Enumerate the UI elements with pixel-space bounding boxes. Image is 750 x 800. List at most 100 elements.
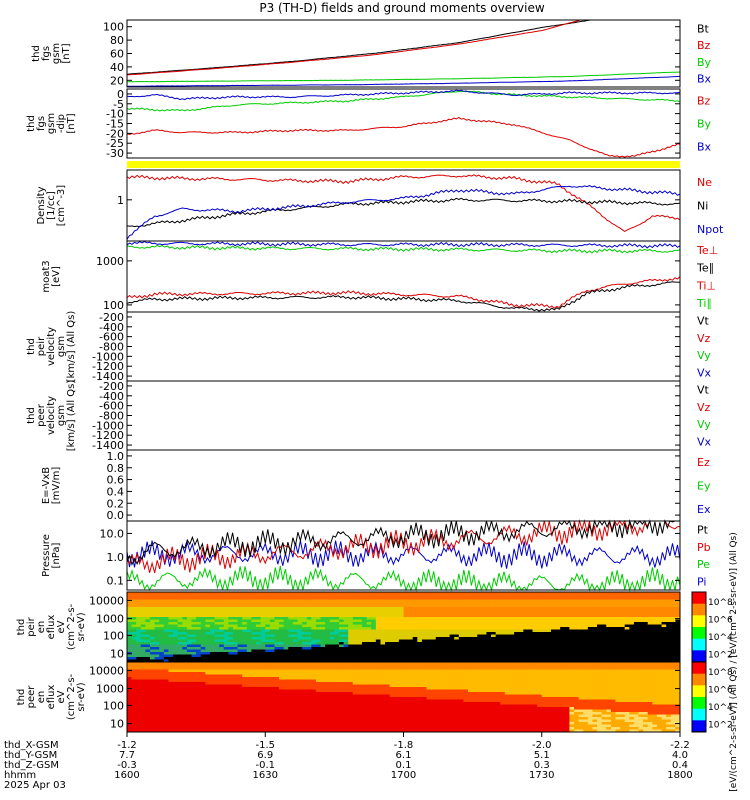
- panel-p9: 10000 1000 100 10 thd peir en eflux eV (cm^2-s-sr…: [16, 591, 681, 663]
- svg-text:thd: thd: [16, 619, 27, 636]
- svg-text:Density: Density: [36, 186, 47, 224]
- legend-entry: Vx: [697, 366, 712, 379]
- x-tick-label: 7.7: [119, 750, 135, 761]
- series-Npot: [126, 185, 681, 240]
- y-axis-label: thd peer velocity gsm [km/s] (All Qs): [26, 380, 77, 452]
- legend-entry: Ti∥: [696, 297, 712, 310]
- x-tick-label: 0.4: [672, 760, 688, 771]
- svg-text:(cm^2-s-: (cm^2-s-: [66, 603, 77, 650]
- series-Pt: [126, 519, 680, 566]
- y-tick-label: 100: [103, 299, 124, 312]
- x-tick-label: 0.1: [396, 760, 412, 771]
- x-tick-label: 1800: [667, 770, 692, 781]
- series-Ti∥: [126, 244, 681, 254]
- y-tick-label: -200: [99, 311, 124, 324]
- series-Pb: [126, 519, 681, 574]
- y-tick-label: 1.0: [107, 551, 125, 564]
- legend-entry: Te⊥: [696, 244, 718, 257]
- legend-entry: Vz: [697, 401, 711, 414]
- panel-p4: 1000 100 moat3 [eV] Te⊥ Te∥ Ti⊥ Ti∥: [41, 240, 718, 313]
- svg-text:[nPa]: [nPa]: [51, 542, 62, 568]
- legend-entry: Ti⊥: [696, 279, 716, 292]
- x-tick-label: 6.9: [257, 750, 273, 761]
- y-tick-label: -1000: [92, 350, 124, 363]
- svg-text:[nT]: [nT]: [61, 43, 72, 63]
- svg-text:gsm: gsm: [56, 405, 67, 426]
- svg-text:eV: eV: [56, 620, 67, 633]
- panel-p8: 10.0 1.0 0.1 Pressure [nPa] Pt Pb Pe Pi: [41, 519, 711, 592]
- series-Te∥: [126, 281, 681, 312]
- y-tick-label: 100: [103, 21, 124, 34]
- legend-entry: Bz: [697, 95, 711, 108]
- y-tick-label: 80: [110, 34, 124, 47]
- y-tick-label: 0.2: [107, 497, 125, 510]
- svg-text:thd: thd: [26, 115, 37, 132]
- y-tick-label: 40: [110, 61, 124, 74]
- svg-text:thd: thd: [31, 45, 42, 62]
- svg-text:-dip: -dip: [56, 114, 67, 133]
- panel-frame: [126, 19, 681, 88]
- svg-text:moat3: moat3: [41, 260, 52, 292]
- svg-text:gsm: gsm: [46, 113, 57, 134]
- y-tick-label: 10.0: [100, 527, 125, 540]
- x-tick-label: -2.2: [670, 740, 690, 751]
- y-tick-label: -400: [99, 390, 124, 403]
- x-tick-label: 1630: [253, 770, 278, 781]
- legend-entry: Pb: [697, 541, 711, 554]
- legend-entry: Vy: [697, 418, 711, 431]
- legend-entry: Bt: [697, 22, 710, 35]
- y-tick-label: -1000: [92, 419, 124, 432]
- y-tick-label: -30: [106, 147, 124, 160]
- x-tick-label: 5.1: [534, 750, 550, 761]
- legend-entry: Ez: [697, 456, 710, 469]
- y-tick-label: 10: [110, 648, 124, 661]
- x-tick-label: -1.5: [255, 740, 275, 751]
- series-Bz: [126, 19, 580, 76]
- x-tick-label: -0.3: [117, 760, 137, 771]
- panel-frame: [126, 449, 681, 522]
- y-tick-label: 0: [117, 88, 124, 101]
- y-tick-label: 60: [110, 48, 124, 61]
- y-tick-label: 0.4: [107, 485, 125, 498]
- legend-entry: Npot: [697, 223, 724, 236]
- svg-text:peer: peer: [36, 403, 47, 427]
- colorbar-label: [eV/(cm^2-s-sr-eV)] (All Qs) / [eV/(cm^2…: [729, 532, 739, 792]
- svg-text:[km/s] (All Qs): [km/s] (All Qs): [66, 380, 77, 452]
- x-row-label: 2025 Apr 03: [4, 780, 66, 791]
- series-Te⊥: [126, 276, 681, 309]
- panel-p6: -200-400-600-800-1000-1200-1400 thd peer ve…: [26, 380, 712, 452]
- y-tick-label: -600: [99, 400, 124, 413]
- svg-text:fgs: fgs: [41, 46, 52, 61]
- flag-bar: [127, 161, 680, 168]
- y-tick-label: 0.6: [107, 474, 125, 487]
- x-row-label: thd_Y-GSM: [4, 750, 57, 761]
- y-tick-label: -800: [99, 410, 124, 423]
- y-tick-label: -400: [99, 321, 124, 334]
- x-row-label: hhmm: [4, 770, 36, 781]
- legend-entry: Vz: [697, 332, 711, 345]
- x-tick-label: -2.0: [532, 740, 552, 751]
- legend-entry: Te∥: [696, 262, 714, 275]
- series-By: [126, 71, 680, 83]
- panel-frame: [126, 169, 681, 242]
- y-tick-label: 100: [103, 699, 124, 712]
- x-tick-label: 1700: [391, 770, 416, 781]
- svg-text:[eV]: [eV]: [51, 266, 62, 287]
- y-tick-label: 0.0: [107, 509, 125, 522]
- colorbar-tick: 10^8: [708, 598, 733, 608]
- y-tick-label: -20: [106, 127, 124, 140]
- y-tick-label: 0.8: [107, 462, 125, 475]
- svg-text:sr-eV): sr-eV): [76, 612, 87, 641]
- y-axis-label: moat3 [eV]: [41, 260, 62, 292]
- y-tick-label: 1000: [96, 683, 124, 696]
- colorbar-tick: 10^8: [708, 668, 733, 678]
- svg-text:[mV/m]: [mV/m]: [51, 467, 62, 505]
- y-tick-label: 1.0: [107, 450, 125, 463]
- legend-entry: By: [697, 118, 712, 131]
- y-tick-label: -1400: [92, 370, 124, 383]
- legend-entry: Ne: [697, 176, 712, 189]
- y-tick-label: 10000: [89, 664, 124, 677]
- colorbar-tick: 10^2: [708, 720, 733, 730]
- svg-text:fgs: fgs: [36, 116, 47, 131]
